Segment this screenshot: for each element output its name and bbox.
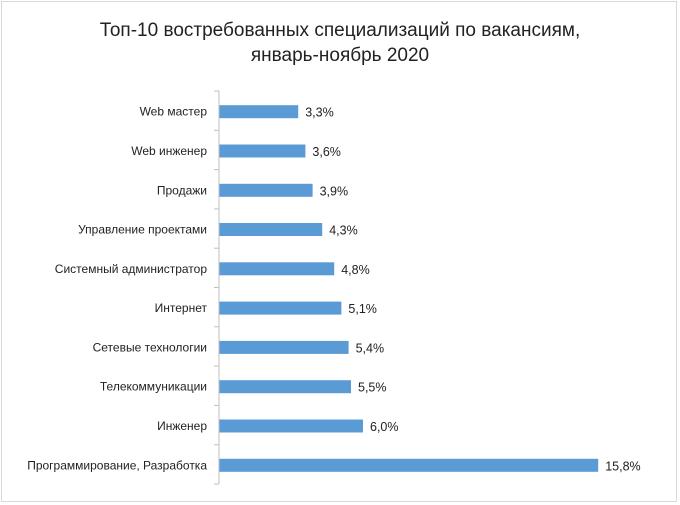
data-label: 3,3% xyxy=(305,106,334,120)
category-label: Интернет xyxy=(155,301,208,315)
data-label: 5,4% xyxy=(356,341,385,355)
data-label: 5,1% xyxy=(348,302,377,316)
data-label: 4,3% xyxy=(329,224,358,238)
category-label: Управление проектами xyxy=(78,223,207,237)
bar xyxy=(219,105,299,119)
data-label: 15,8% xyxy=(605,459,640,473)
bar xyxy=(219,223,323,236)
chart-title-line-1: Топ-10 востребованных специализаций по в… xyxy=(99,20,581,41)
data-label: 3,9% xyxy=(320,184,349,198)
bar xyxy=(219,458,599,472)
category-label: Web мастер xyxy=(140,105,208,119)
data-label: 6,0% xyxy=(370,420,399,434)
category-label: Программирование, Разработка xyxy=(27,458,207,472)
category-label: Web инженер xyxy=(131,144,207,158)
bar xyxy=(219,419,363,433)
chart-title-line-2: январь-ноябрь 2020 xyxy=(250,45,430,66)
category-label: Инженер xyxy=(157,419,207,433)
category-label: Системный администратор xyxy=(55,262,208,276)
chart-title: Топ-10 востребованных специализаций по в… xyxy=(0,18,680,68)
data-label: 5,5% xyxy=(358,381,387,395)
bar xyxy=(219,183,313,197)
data-label: 4,8% xyxy=(341,263,370,277)
bar xyxy=(219,262,335,276)
bar xyxy=(219,380,351,394)
category-label: Продажи xyxy=(157,183,207,197)
bar xyxy=(219,144,306,158)
bar xyxy=(219,340,349,354)
category-label: Сетевые технологии xyxy=(93,340,207,354)
bar xyxy=(219,301,342,315)
category-label: Телекоммуникации xyxy=(100,380,207,394)
data-label: 3,6% xyxy=(312,145,341,159)
